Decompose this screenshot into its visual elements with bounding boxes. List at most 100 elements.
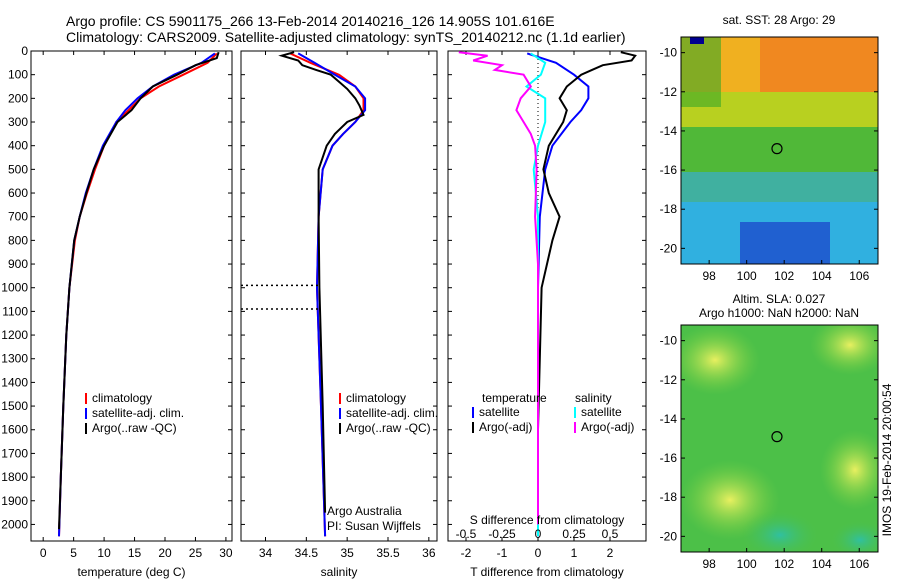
title-line-1: Argo profile: CS 5901175_266 13-Feb-2014… xyxy=(66,13,555,29)
salinity-x-tick-label: 34 xyxy=(259,546,273,560)
depth-y-tick-label: 1400 xyxy=(1,375,28,389)
sla-map-x-tick-label: 100 xyxy=(737,557,757,571)
sst-map-x-tick-label: 106 xyxy=(849,269,869,283)
difference-x-tick-label: -1 xyxy=(497,546,508,560)
sla-map-y-tick-label: -12 xyxy=(660,373,678,387)
difference-x-tick-label: 2 xyxy=(607,546,614,560)
sst-map-y-tick-label: -20 xyxy=(660,241,678,255)
diff-t-argo-line xyxy=(537,51,637,525)
temperature-argo-line xyxy=(58,51,220,530)
difference-s-legend-entry: Argo(-adj) xyxy=(581,420,634,434)
sla-map-x-tick-label: 104 xyxy=(812,557,832,571)
temperature-x-tick-label: 30 xyxy=(219,546,233,560)
depth-y-tick-label: 500 xyxy=(8,162,28,176)
sla-map-title-line-1: Altim. SLA: 0.027 xyxy=(733,292,826,306)
sst-map-y-tick-label: -16 xyxy=(660,163,678,177)
temperature-x-tick-label: 5 xyxy=(70,546,77,560)
sst-map-title: sat. SST: 28 Argo: 29 xyxy=(723,13,836,27)
temperature-x-axis-label: temperature (deg C) xyxy=(77,565,185,579)
pi-name-label: PI: Susan Wijffels xyxy=(327,519,421,533)
sst-map-x-tick-label: 104 xyxy=(812,269,832,283)
sla-float-marker xyxy=(771,431,783,443)
depth-y-tick-label: 1100 xyxy=(2,304,28,318)
salinity-satellite-line xyxy=(297,52,367,537)
salinity-argo-line xyxy=(278,51,365,513)
temperature-x-tick-label: 10 xyxy=(97,546,111,560)
salinity-legend-entry: satellite-adj. clim. xyxy=(346,406,438,420)
depth-y-tick-label: 400 xyxy=(8,139,28,153)
difference-s-axis-label: S difference from climatology xyxy=(470,513,625,527)
salinity-x-axis-label: salinity xyxy=(321,565,358,579)
difference-x-tick-label: 1 xyxy=(571,546,578,560)
depth-y-tick-label: 1300 xyxy=(1,352,28,366)
difference-t-legend-entry: satellite xyxy=(479,405,520,419)
sla-map-y-tick-label: -16 xyxy=(660,451,678,465)
depth-y-tick-label: 1000 xyxy=(1,281,28,295)
sst-map-y-tick-label: -18 xyxy=(660,202,678,216)
temperature-legend-entry: Argo(..raw -QC) xyxy=(92,421,177,435)
temperature-x-tick-label: 25 xyxy=(189,546,203,560)
difference-s-tick-label: -0.25 xyxy=(488,527,516,541)
sla-map-title-line-2: Argo h1000: NaN h2000: NaN xyxy=(699,306,859,320)
temperature-plot-frame xyxy=(30,50,233,542)
sst-map-x-tick-label: 102 xyxy=(774,269,794,283)
temperature-legend-entry: climatology xyxy=(92,391,152,405)
diff-t-satellite-line xyxy=(526,52,590,537)
sla-map-y-tick-label: -20 xyxy=(660,529,678,543)
sst-map-y-tick-label: -14 xyxy=(660,124,678,138)
depth-y-tick-label: 1600 xyxy=(1,423,28,437)
sla-map-y-tick-label: -18 xyxy=(660,490,678,504)
imos-date-label: IMOS 19-Feb-2014 20:00:54 xyxy=(880,383,894,536)
difference-x-tick-label: -2 xyxy=(461,546,472,560)
sla-map-image xyxy=(681,325,878,552)
difference-s-tick-label: 0.5 xyxy=(602,527,619,541)
argo-australia-label: Argo Australia xyxy=(327,504,402,518)
sst-float-marker xyxy=(771,143,783,155)
temperature-x-tick-label: 20 xyxy=(158,546,172,560)
sla-map-x-tick-label: 98 xyxy=(702,557,716,571)
sst-map-image xyxy=(681,37,878,264)
temperature-x-tick-label: 0 xyxy=(40,546,47,560)
salinity-x-tick-label: 35.5 xyxy=(376,546,400,560)
sla-map-y-tick-label: -10 xyxy=(660,334,678,348)
sst-map-y-tick-label: -12 xyxy=(660,85,678,99)
depth-y-tick-label: 100 xyxy=(8,68,28,82)
salinity-plot-frame xyxy=(240,50,438,542)
legend-header-temperature: temperature xyxy=(482,391,547,405)
difference-t-legend-entry: Argo(-adj) xyxy=(479,420,532,434)
depth-y-tick-label: 200 xyxy=(8,91,28,105)
difference-plot-frame xyxy=(447,50,647,542)
diff-s-argo-line xyxy=(458,51,539,525)
depth-y-tick-label: 1800 xyxy=(1,470,28,484)
sst-map-x-tick-label: 98 xyxy=(702,269,716,283)
temperature-legend-entry: satellite-adj. clim. xyxy=(92,406,184,420)
depth-y-tick-label: 2000 xyxy=(1,517,28,531)
depth-y-tick-label: 700 xyxy=(8,210,28,224)
depth-y-tick-label: 1700 xyxy=(1,446,28,460)
sla-map-x-tick-label: 102 xyxy=(774,557,794,571)
depth-y-tick-label: 800 xyxy=(8,233,28,247)
difference-s-tick-label: -0.5 xyxy=(456,527,477,541)
temperature-satellite-line xyxy=(58,52,216,537)
difference-s-legend-entry: satellite xyxy=(581,405,622,419)
difference-s-tick-label: 0 xyxy=(535,527,542,541)
salinity-legend-entry: climatology xyxy=(346,391,406,405)
depth-y-tick-label: 1900 xyxy=(1,494,28,508)
depth-y-tick-label: 900 xyxy=(8,257,28,271)
depth-y-tick-label: 600 xyxy=(8,186,28,200)
depth-y-tick-label: 1200 xyxy=(1,328,28,342)
depth-y-tick-label: 1500 xyxy=(1,399,28,413)
difference-x-tick-label: 0 xyxy=(535,546,542,560)
salinity-x-tick-label: 34.5 xyxy=(295,546,319,560)
difference-t-axis-label: T difference from climatology xyxy=(470,565,624,579)
sst-map-x-tick-label: 100 xyxy=(737,269,757,283)
title-line-2: Climatology: CARS2009. Satellite-adjuste… xyxy=(66,29,626,45)
depth-y-tick-label: 300 xyxy=(8,115,28,129)
difference-s-tick-label: 0.25 xyxy=(562,527,586,541)
legend-header-salinity: salinity xyxy=(575,391,612,405)
sla-map-y-tick-label: -14 xyxy=(660,412,678,426)
salinity-x-tick-label: 36 xyxy=(422,546,436,560)
sla-map-frame xyxy=(680,324,879,553)
salinity-legend-entry: Argo(..raw -QC) xyxy=(346,421,431,435)
